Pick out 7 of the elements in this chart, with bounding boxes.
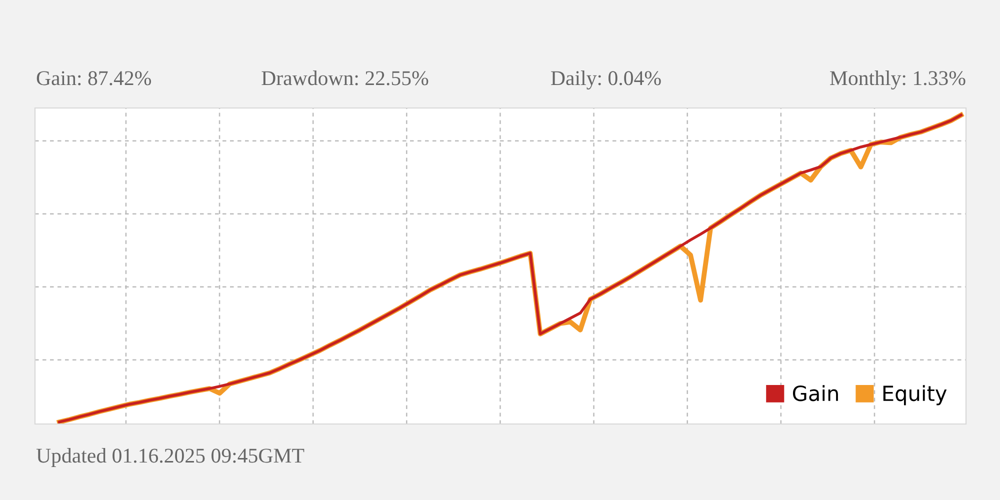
legend-label: Gain [792, 385, 838, 402]
text: Monthly: 1.33% [830, 70, 966, 90]
text: Gain: 87.42% [36, 71, 152, 86]
text: Daily: 0.04% [551, 70, 661, 90]
text: Updated 01.16.2025 09:45GMT [36, 448, 304, 467]
legend-label: Equity [883, 385, 947, 406]
text: Drawdown: 22.55% [262, 70, 428, 86]
